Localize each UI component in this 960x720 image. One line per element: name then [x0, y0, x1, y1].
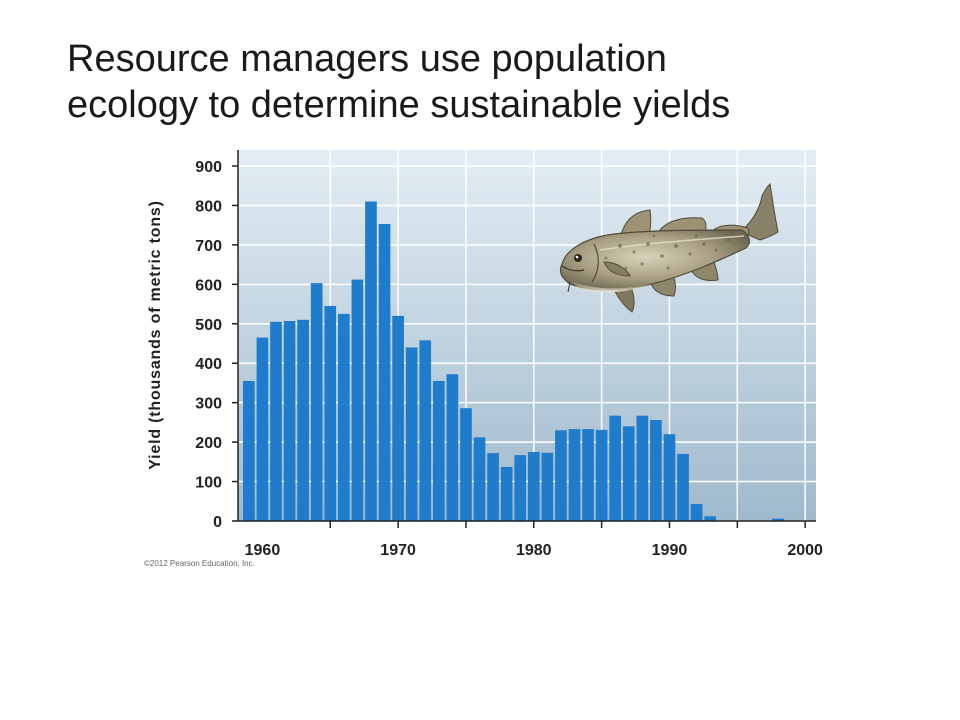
bar — [514, 455, 527, 521]
y-tick-label: 600 — [195, 277, 222, 294]
bar — [500, 466, 513, 521]
y-tick-label: 200 — [195, 435, 222, 452]
y-axis-label: Yield (thousands of metric tons) — [147, 200, 164, 469]
bar — [270, 321, 282, 521]
slide-title: Resource managers use population ecology… — [67, 36, 927, 128]
bar — [772, 518, 784, 521]
bar — [283, 321, 296, 521]
y-tick-label: 400 — [195, 356, 222, 373]
bar — [636, 415, 649, 521]
y-tick-label: 900 — [195, 159, 222, 176]
bar — [243, 380, 255, 521]
bar — [609, 415, 622, 521]
bar — [310, 283, 323, 521]
cod-fish-icon — [559, 182, 779, 313]
bar — [595, 429, 608, 521]
y-tick-label: 100 — [195, 475, 222, 492]
bar — [473, 437, 486, 521]
bar — [405, 347, 418, 521]
bar — [568, 429, 581, 521]
bar — [432, 380, 445, 521]
x-tick-label: 1980 — [516, 542, 552, 559]
bar — [582, 429, 594, 521]
bar — [663, 434, 676, 521]
bar-series — [243, 201, 784, 521]
bar — [324, 306, 337, 521]
y-tick-labels: 0 100 200 300 400 500 600 700 800 900 — [195, 159, 222, 531]
bar — [351, 279, 364, 521]
y-tick-label: 0 — [213, 514, 222, 531]
x-tick-label: 1990 — [652, 542, 688, 559]
bar — [392, 315, 404, 521]
slide-title-line-2: ecology to determine sustainable yields — [67, 84, 731, 126]
bar — [337, 313, 350, 521]
bar — [527, 451, 540, 521]
x-tick-label: 2000 — [787, 542, 823, 559]
bar — [487, 453, 499, 521]
copyright-notice: ©2012 Pearson Education, Inc. — [144, 559, 255, 568]
bar — [460, 408, 472, 521]
bar — [650, 420, 662, 521]
bar — [378, 223, 391, 521]
bar — [677, 453, 689, 521]
bar — [256, 337, 269, 521]
bar — [704, 516, 717, 521]
bar — [419, 340, 432, 521]
bar — [622, 426, 635, 521]
y-tick-label: 300 — [195, 396, 222, 413]
bar — [555, 430, 567, 521]
axes — [232, 150, 816, 528]
bar — [365, 201, 377, 521]
slide-title-line-1: Resource managers use population — [67, 38, 667, 80]
y-tick-label: 700 — [195, 238, 222, 255]
bar — [297, 319, 309, 521]
x-tick-label: 1960 — [245, 542, 281, 559]
x-tick-labels: 1960 1970 1980 1990 2000 — [245, 542, 823, 559]
y-tick-label: 800 — [195, 198, 222, 215]
bar — [446, 374, 459, 521]
x-tick-label: 1970 — [380, 542, 416, 559]
bar — [690, 504, 703, 521]
bar — [541, 452, 554, 521]
y-tick-label: 500 — [195, 317, 222, 334]
